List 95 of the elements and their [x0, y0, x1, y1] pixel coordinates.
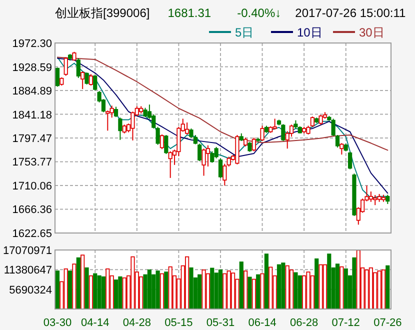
- y-tick-label: 1666.36: [12, 204, 52, 216]
- candlestick: [84, 72, 89, 85]
- bar: [239, 262, 244, 310]
- legend-label: 10日: [297, 26, 322, 40]
- text: 2017-07-26 15:00:11: [295, 6, 406, 20]
- candlestick: [281, 124, 286, 142]
- bar: [97, 275, 102, 310]
- x-tick-label: 07-26: [374, 317, 402, 329]
- bar: [189, 267, 194, 310]
- bar: [352, 257, 356, 310]
- bar: [281, 262, 286, 310]
- y-tick-label: 1884.89: [12, 86, 52, 98]
- bar: [198, 274, 202, 310]
- legend-label: 5日: [235, 26, 254, 40]
- bar: [55, 270, 60, 310]
- bar: [93, 273, 98, 310]
- candlestick: [373, 194, 378, 206]
- candlestick: [272, 118, 277, 130]
- bar: [210, 268, 214, 310]
- candlestick: [88, 74, 93, 86]
- candlestick: [80, 70, 85, 90]
- candlestick: [168, 150, 172, 178]
- y-tick-label: 1841.18: [12, 109, 52, 122]
- candlestick: [214, 146, 218, 159]
- candlestick: [310, 116, 314, 128]
- bar: [335, 264, 340, 310]
- y-tick-label: 1972.30: [12, 38, 52, 50]
- candlestick: [114, 106, 118, 118]
- y-tick-label: 1797.47: [12, 133, 52, 146]
- legend-label: 30日: [359, 26, 384, 40]
- candlestick: [189, 128, 194, 138]
- bar: [327, 254, 332, 310]
- line-series: [57, 56, 388, 151]
- y-tick-label: 1710.06: [12, 180, 52, 192]
- bar: [114, 280, 118, 310]
- candlestick: [348, 151, 352, 170]
- candlestick: [118, 117, 122, 140]
- candlestick: [64, 56, 68, 76]
- y-tick-label: 17070971: [3, 245, 52, 257]
- candlestick: [252, 137, 256, 152]
- bar: [218, 269, 223, 310]
- y-tick-label: 1928.59: [12, 62, 52, 74]
- candlestick: [340, 142, 344, 156]
- bar: [256, 274, 260, 310]
- candlestick: [386, 194, 390, 205]
- candlestick: [93, 74, 98, 91]
- candlestick: [210, 150, 214, 164]
- text: 1681.31: [168, 6, 212, 20]
- bar: [264, 254, 269, 310]
- bar: [147, 269, 152, 310]
- bar: [84, 267, 89, 310]
- y-tick-label: 1622.65: [12, 228, 52, 240]
- candlestick: [110, 105, 114, 118]
- candlestick: [185, 122, 190, 135]
- bar: [298, 275, 302, 310]
- x-tick-label: 07-12: [332, 317, 360, 329]
- candlestick: [76, 58, 80, 78]
- bar: [101, 276, 106, 310]
- candlestick: [218, 158, 223, 178]
- bar: [276, 264, 282, 310]
- candlestick: [318, 114, 323, 126]
- bar: [164, 272, 168, 310]
- candlestick: [222, 163, 227, 186]
- bar: [314, 258, 319, 310]
- x-tick-label: 04-14: [81, 317, 110, 329]
- chart-title: 创业板指[399006]: [55, 6, 150, 20]
- text: -0.40%↓: [237, 6, 282, 20]
- bar: [76, 257, 80, 310]
- bar: [248, 276, 252, 310]
- candlestick: [260, 125, 264, 142]
- x-tick-label: 05-31: [206, 317, 235, 329]
- candlestick: [106, 110, 110, 132]
- bar: [156, 270, 160, 310]
- x-tick-label: 06-14: [248, 317, 276, 329]
- x-tick-label: 03-30: [43, 317, 72, 329]
- bar: [294, 272, 298, 310]
- candlestick: [143, 107, 148, 118]
- bar: [118, 276, 122, 310]
- y-tick-label: 5690324: [9, 284, 52, 296]
- bar: [386, 265, 390, 310]
- candlestick: [226, 156, 231, 168]
- candlestick: [164, 134, 168, 155]
- bar: [344, 268, 348, 310]
- bar: [68, 270, 72, 310]
- candlestick: [156, 126, 160, 146]
- x-tick-label: 06-28: [290, 317, 318, 329]
- candlestick: [202, 148, 206, 176]
- x-tick-label: 05-15: [164, 317, 193, 329]
- y-tick-label: 11380647: [4, 264, 52, 277]
- candlestick: [368, 191, 373, 202]
- x-tick-label: 04-28: [122, 317, 151, 329]
- y-tick-label: 1753.77: [12, 156, 52, 169]
- candlestick: [55, 67, 60, 88]
- candlestick: [248, 142, 252, 152]
- candlestick: [160, 134, 164, 150]
